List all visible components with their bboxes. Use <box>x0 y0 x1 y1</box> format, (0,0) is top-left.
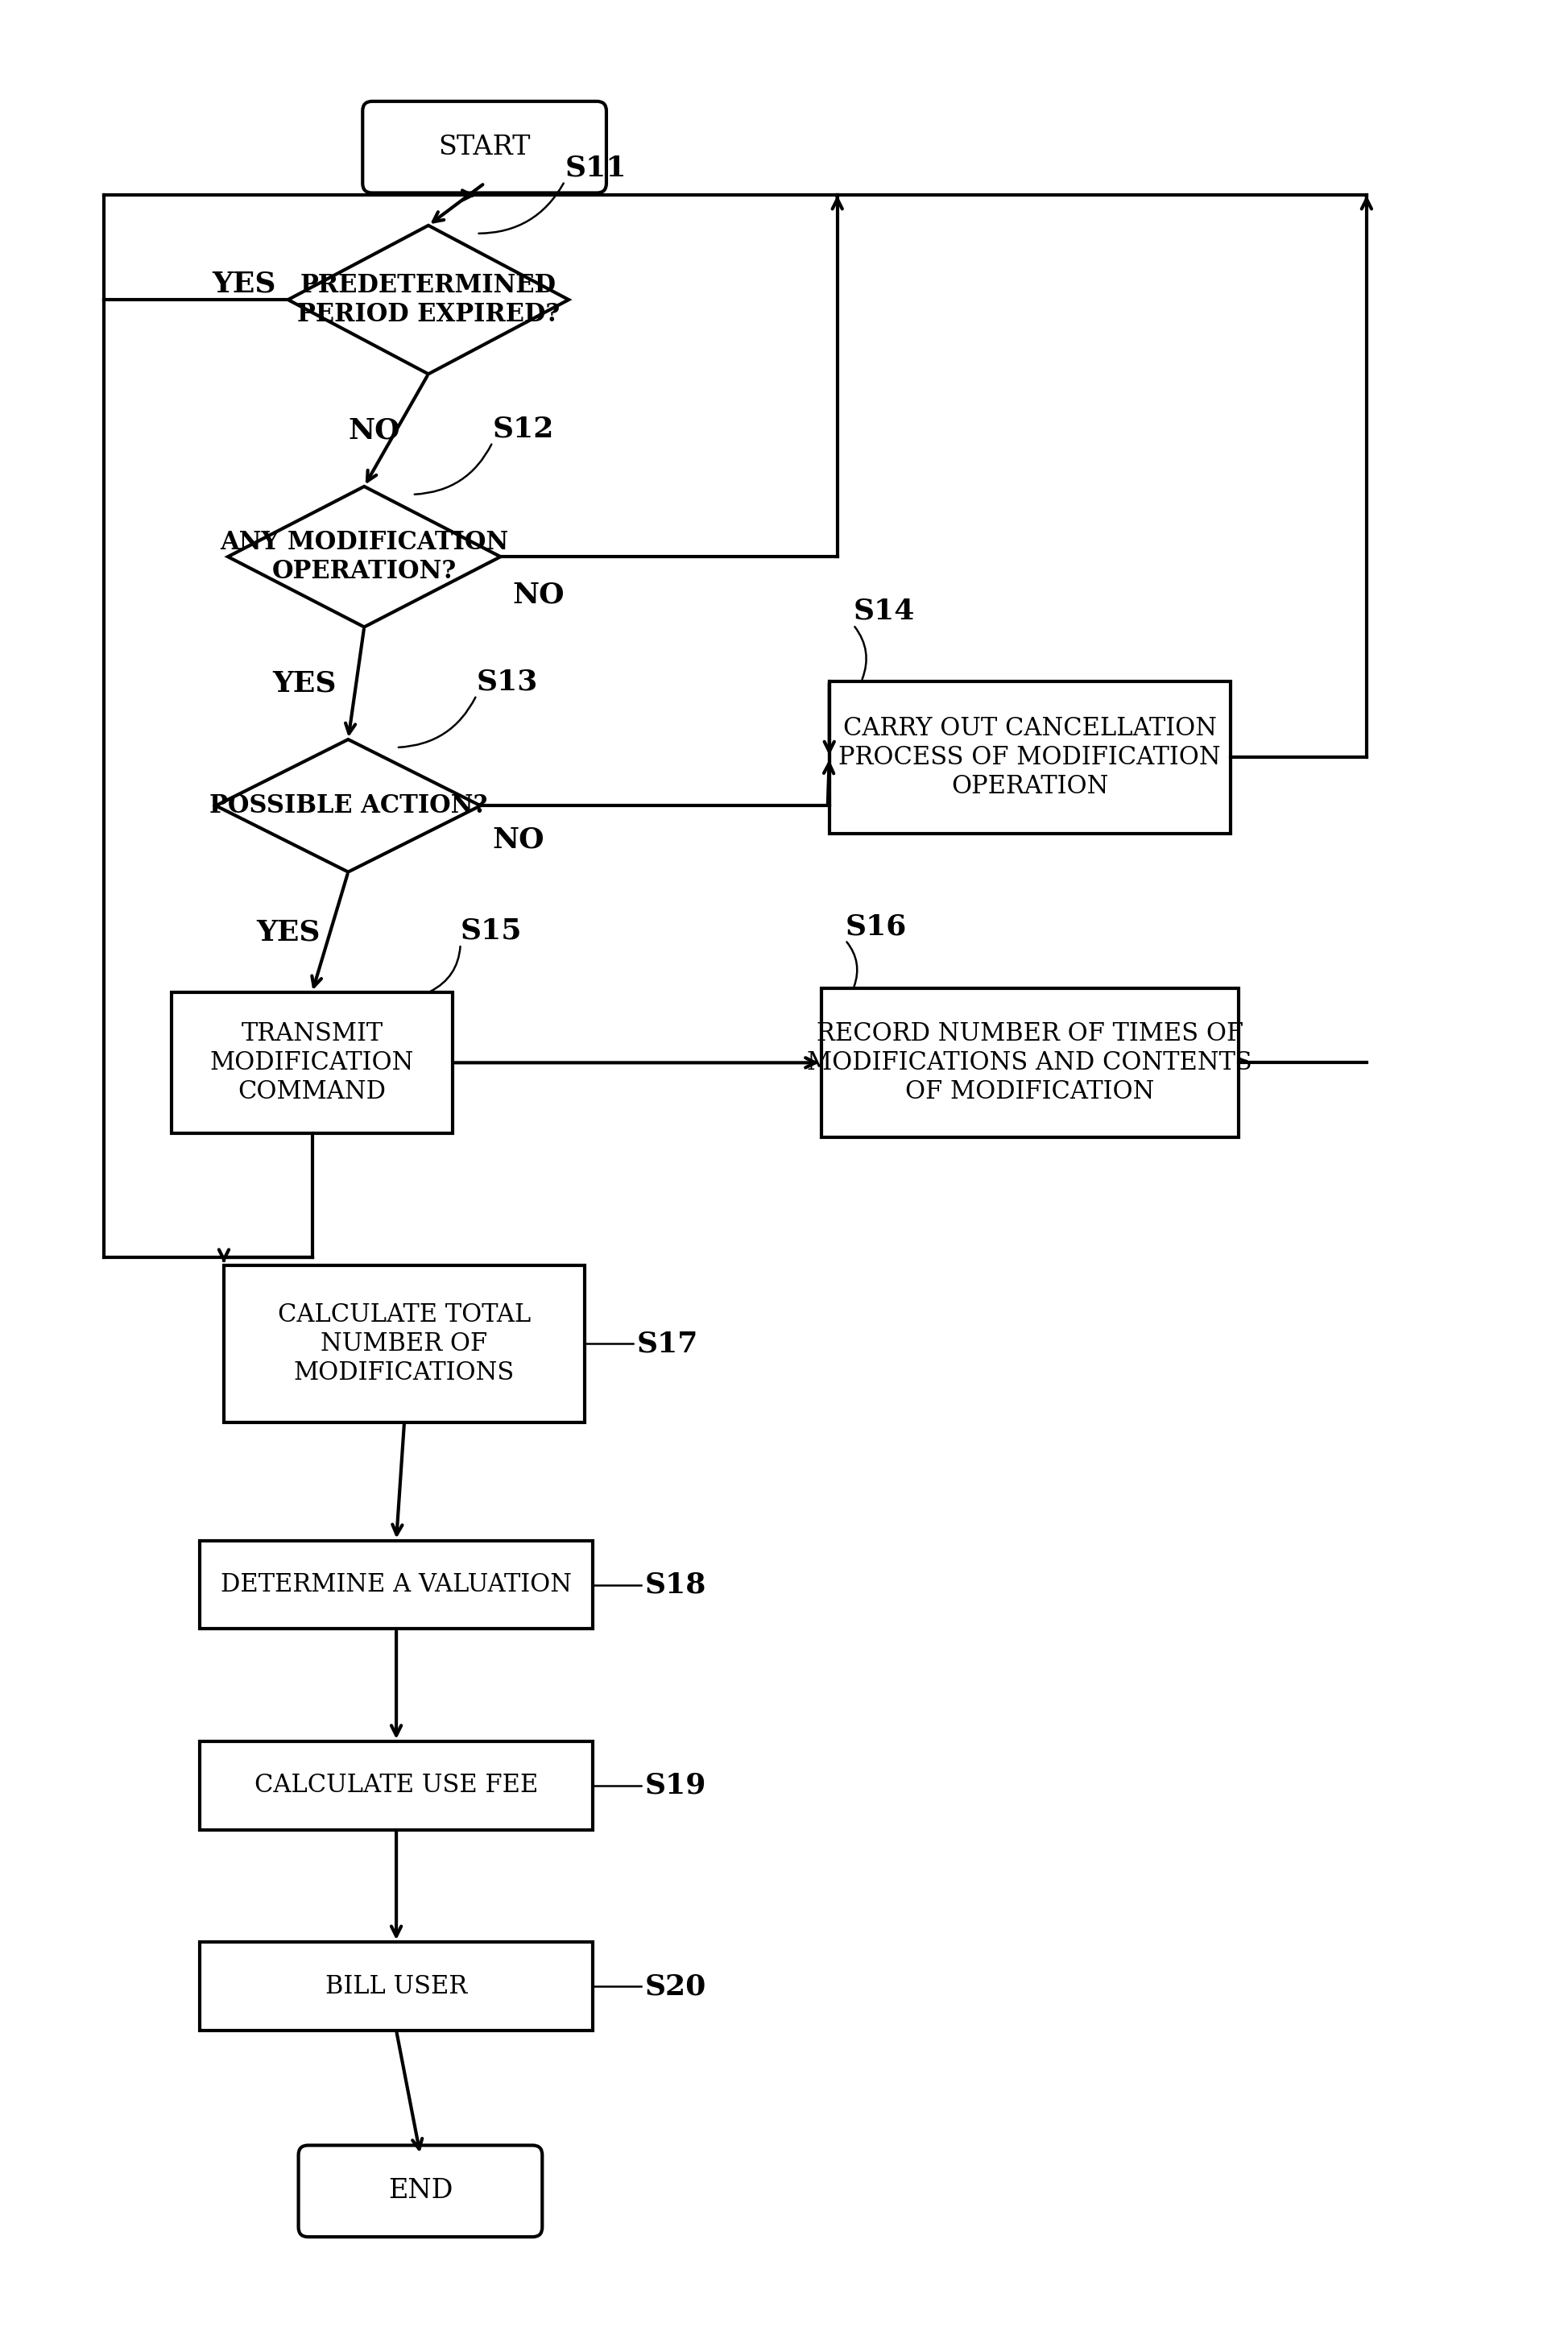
Text: S18: S18 <box>644 1571 706 1599</box>
FancyBboxPatch shape <box>362 100 607 194</box>
Bar <box>822 988 1239 1137</box>
Text: DETERMINE A VALUATION: DETERMINE A VALUATION <box>221 1571 572 1597</box>
Text: BILL USER: BILL USER <box>325 1973 467 1999</box>
Bar <box>199 1541 593 1630</box>
Text: S11: S11 <box>564 154 626 182</box>
Text: YES: YES <box>273 670 336 696</box>
Bar <box>172 992 453 1132</box>
Text: S13: S13 <box>477 668 538 696</box>
Bar <box>199 1943 593 2031</box>
Text: NO: NO <box>348 416 400 444</box>
Bar <box>224 1266 585 1422</box>
Text: S14: S14 <box>853 598 914 626</box>
Bar <box>199 1742 593 1831</box>
Text: CALCULATE USE FEE: CALCULATE USE FEE <box>254 1772 538 1798</box>
Bar <box>829 682 1231 834</box>
Text: YES: YES <box>256 918 320 946</box>
Text: NO: NO <box>492 827 544 852</box>
Text: S15: S15 <box>461 918 522 943</box>
Text: S20: S20 <box>644 1973 706 2001</box>
Polygon shape <box>216 740 480 871</box>
FancyBboxPatch shape <box>298 2146 543 2237</box>
Text: POSSIBLE ACTION?: POSSIBLE ACTION? <box>209 794 488 817</box>
Polygon shape <box>289 226 569 374</box>
Text: S16: S16 <box>845 913 906 941</box>
Text: S19: S19 <box>644 1772 706 1800</box>
Text: S17: S17 <box>637 1331 698 1357</box>
Text: RECORD NUMBER OF TIMES OF
MODIFICATIONS AND CONTENTS
OF MODIFICATION: RECORD NUMBER OF TIMES OF MODIFICATIONS … <box>808 1020 1253 1104</box>
Text: PREDETERMINED
PERIOD EXPIRED?: PREDETERMINED PERIOD EXPIRED? <box>296 273 560 327</box>
Text: ANY MODIFICATION
OPERATION?: ANY MODIFICATION OPERATION? <box>220 530 508 584</box>
Text: START: START <box>439 133 530 161</box>
Text: NO: NO <box>513 581 564 607</box>
Text: S12: S12 <box>492 416 554 441</box>
Text: END: END <box>387 2179 453 2204</box>
Text: CARRY OUT CANCELLATION
PROCESS OF MODIFICATION
OPERATION: CARRY OUT CANCELLATION PROCESS OF MODIFI… <box>839 717 1221 799</box>
Text: CALCULATE TOTAL
NUMBER OF
MODIFICATIONS: CALCULATE TOTAL NUMBER OF MODIFICATIONS <box>278 1303 532 1385</box>
Text: YES: YES <box>212 271 276 297</box>
Text: TRANSMIT
MODIFICATION
COMMAND: TRANSMIT MODIFICATION COMMAND <box>210 1020 414 1104</box>
Polygon shape <box>227 486 500 628</box>
